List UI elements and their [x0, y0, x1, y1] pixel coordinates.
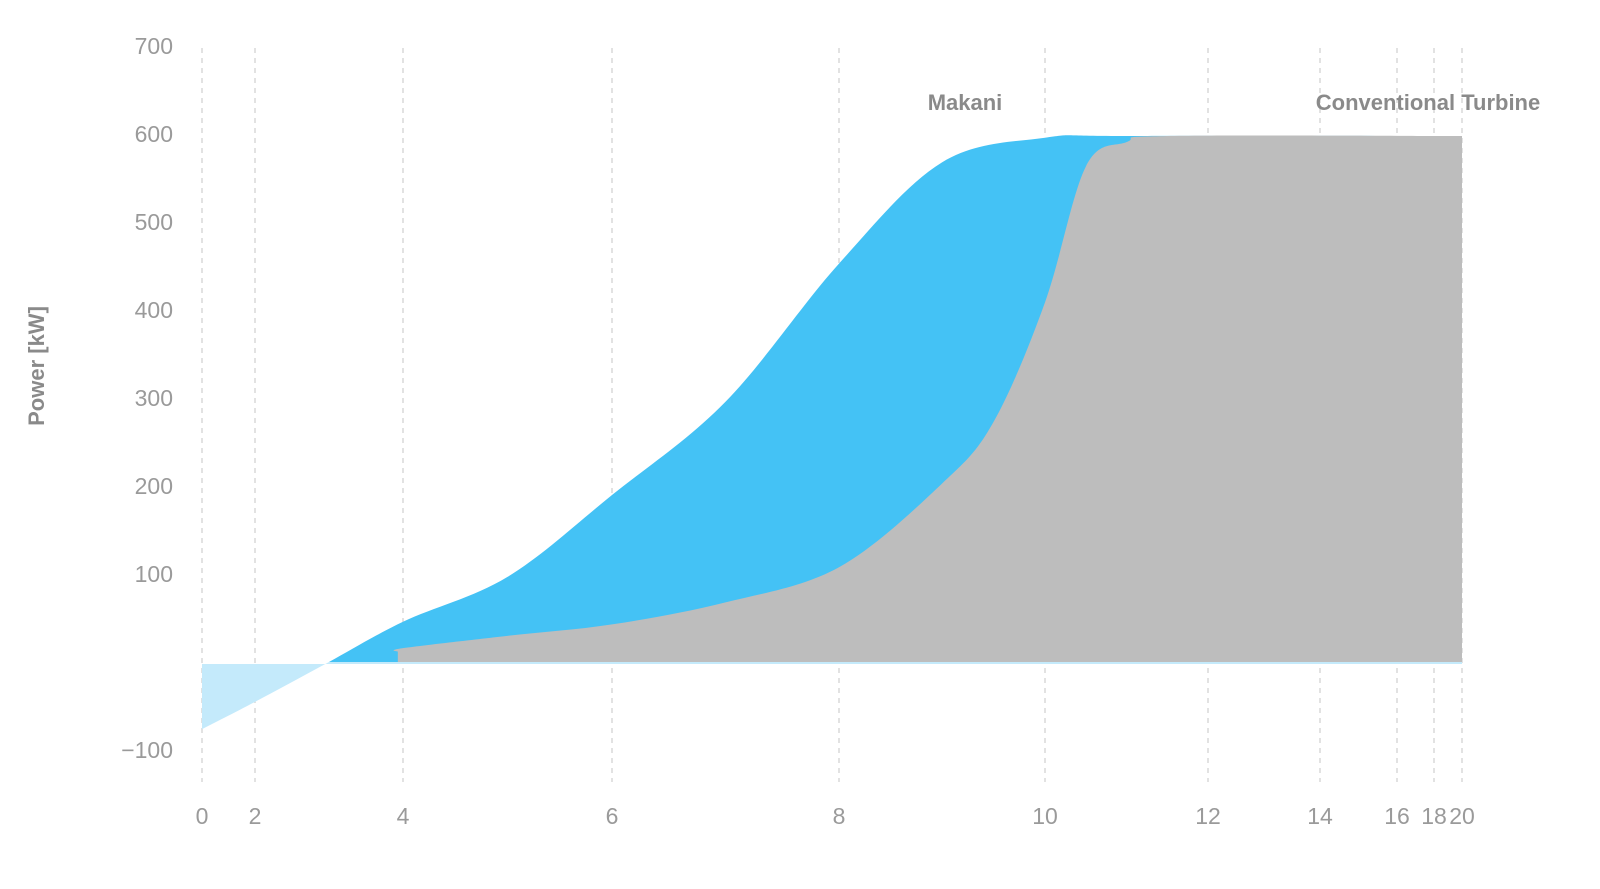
x-tick-label: 0	[196, 803, 209, 829]
x-tick-label: 14	[1307, 803, 1333, 829]
y-tick-label: 400	[135, 297, 173, 323]
x-tick-label: 12	[1195, 803, 1221, 829]
y-tick-label: 300	[135, 385, 173, 411]
y-tick-label: 100	[135, 561, 173, 587]
y-axis-label: Power [kW]	[24, 306, 49, 426]
x-tick-label: 8	[833, 803, 846, 829]
x-tick-label: 6	[606, 803, 619, 829]
x-tick-label: 2	[249, 803, 262, 829]
x-tick-label: 18	[1421, 803, 1447, 829]
y-tick-label: 700	[135, 33, 173, 59]
y-tick-label: −100	[121, 737, 173, 763]
legend-label: Makani	[928, 90, 1003, 115]
x-tick-label: 4	[397, 803, 410, 829]
y-tick-label: 200	[135, 473, 173, 499]
x-tick-label: 20	[1449, 803, 1475, 829]
legend-label: Conventional Turbine	[1316, 90, 1540, 115]
y-tick-label: 500	[135, 209, 173, 235]
y-tick-label: 600	[135, 121, 173, 147]
area	[393, 135, 1462, 662]
x-tick-label: 10	[1032, 803, 1058, 829]
x-tick-label: 16	[1384, 803, 1410, 829]
